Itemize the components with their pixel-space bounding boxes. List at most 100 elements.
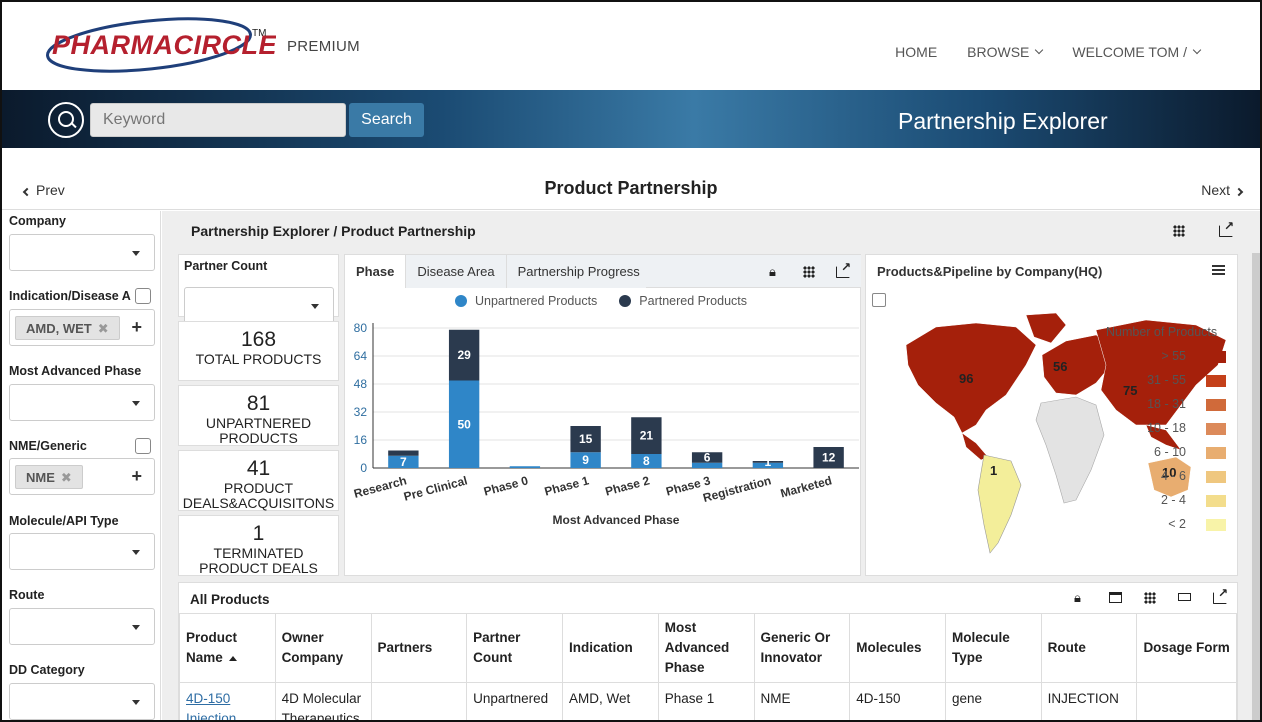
col-most-advanced-phase[interactable]: Most Advanced Phase	[657, 613, 755, 683]
kpi-terminated-label-2: PRODUCT DEALS	[199, 560, 318, 576]
company-select[interactable]	[9, 234, 155, 271]
x-tick-label: Registration	[701, 473, 772, 505]
map-legend-item[interactable]: 31 - 55	[1096, 371, 1226, 391]
bar-data-label: 1	[765, 455, 772, 469]
kpi-deals: 41 PRODUCT DEALS&ACQUISITONS	[178, 450, 339, 511]
search-button[interactable]: Search	[349, 103, 424, 137]
col-molecule-type[interactable]: Molecule Type	[944, 613, 1042, 683]
keyword-input[interactable]	[90, 103, 346, 137]
col-generic-or-innovator[interactable]: Generic Or Innovator	[753, 613, 851, 683]
route-select[interactable]	[9, 608, 155, 645]
col-partner-count[interactable]: Partner Count	[466, 613, 564, 683]
molecule-select[interactable]	[9, 533, 155, 570]
table-row: 4D-150 Injection 4D Molecular Therapeuti…	[179, 682, 1237, 722]
remove-tag-icon[interactable]: ✖	[97, 321, 109, 336]
lock-icon[interactable]: 🔒︎	[769, 264, 776, 279]
map-legend-label: 6 - 10	[1154, 445, 1186, 459]
legend-partnered[interactable]: Partnered Products	[639, 294, 747, 308]
kpi-total: 168 TOTAL PRODUCTS	[178, 321, 339, 381]
nav-home[interactable]: HOME	[895, 44, 938, 60]
kpi-terminated: 1 TERMINATED PRODUCT DEALS	[178, 515, 339, 576]
product-link[interactable]: 4D-150 Injection	[186, 691, 237, 722]
bar-unpartnered-products	[388, 455, 419, 468]
lock-icon[interactable]: 🔒︎	[1074, 590, 1081, 605]
add-icon[interactable]: +	[131, 466, 142, 486]
nav-welcome[interactable]: WELCOME TOM /	[1072, 44, 1202, 60]
tab-phase[interactable]: Phase	[345, 255, 407, 288]
map-legend-item[interactable]: 10 - 18	[1096, 419, 1226, 439]
map-legend-swatch	[1206, 375, 1226, 387]
scrollbar[interactable]	[1252, 253, 1260, 720]
grid-icon[interactable]	[803, 266, 815, 278]
products-table-card: All Products 🔒︎ Product Name Owner Compa…	[178, 582, 1238, 722]
tier-label: PREMIUM	[287, 38, 360, 55]
tab-partnership-progress[interactable]: Partnership Progress	[506, 255, 652, 288]
partner-count-select[interactable]	[184, 287, 334, 324]
world-map[interactable]: 96 56 75 1 10	[866, 285, 1237, 575]
map-legend-item[interactable]: > 55	[1096, 347, 1226, 367]
col-owner-company[interactable]: Owner Company	[274, 613, 372, 683]
nav-browse[interactable]: BROWSE	[967, 44, 1044, 60]
grid-icon[interactable]	[1173, 225, 1185, 237]
col-product-name[interactable]: Product Name	[179, 613, 276, 683]
top-bar: PHARMACIRCLE TM PREMIUM HOME BROWSE WELC…	[2, 2, 1260, 90]
share-icon[interactable]	[1219, 219, 1234, 237]
indication-checkbox[interactable]	[135, 288, 151, 304]
svg-text:PHARMACIRCLE: PHARMACIRCLE	[52, 30, 276, 60]
chevron-down-icon	[1192, 45, 1202, 55]
nav-welcome-label: WELCOME TOM /	[1072, 44, 1187, 60]
map-legend-item[interactable]: 4 - 6	[1096, 467, 1226, 487]
bar-data-label: 6	[704, 451, 711, 465]
x-tick-label: Marketed	[779, 473, 834, 500]
legend-swatch-unpartnered	[455, 295, 467, 307]
caret-down-icon	[132, 700, 140, 705]
search-icon[interactable]	[48, 102, 84, 138]
prev-link[interactable]: Prev	[22, 182, 65, 198]
map-legend: > 55 31 - 55 18 - 31 10 - 18 6 - 10 4 - 6 2 - …	[1096, 347, 1226, 531]
minimize-icon[interactable]	[1178, 593, 1191, 601]
nme-tag-input[interactable]: NME ✖ +	[9, 458, 155, 495]
remove-tag-icon[interactable]: ✖	[60, 470, 72, 485]
share-icon[interactable]	[1213, 586, 1228, 604]
phase-label: Most Advanced Phase	[9, 364, 142, 378]
map-legend-item[interactable]: < 2	[1096, 515, 1226, 535]
dd-select[interactable]	[9, 683, 155, 720]
map-legend-label: 2 - 4	[1160, 493, 1186, 507]
caret-down-icon	[132, 625, 140, 630]
map-legend-item[interactable]: 18 - 31	[1096, 395, 1226, 415]
indication-label: Indication/Disease Ar	[9, 289, 131, 303]
nme-tag: NME ✖	[15, 465, 83, 489]
pharmacircle-logo[interactable]: PHARMACIRCLE TM	[46, 14, 277, 76]
cell-owner-company: 4D Molecular Therapeutics,	[274, 682, 372, 720]
nme-label: NME/Generic	[9, 439, 87, 453]
bar-unpartnered-products	[509, 466, 541, 468]
indication-tag-input[interactable]: AMD, WET ✖ +	[9, 309, 155, 346]
share-icon[interactable]	[836, 260, 851, 278]
menu-icon[interactable]	[1212, 265, 1225, 275]
tab-disease-area[interactable]: Disease Area	[406, 255, 507, 288]
col-indication[interactable]: Indication	[562, 613, 659, 683]
kpi-deals-label-2: DEALS&ACQUISITONS	[182, 495, 335, 511]
col-route[interactable]: Route	[1040, 613, 1138, 683]
col-label: Product Name	[186, 630, 238, 665]
filter-sidebar: Company Indication/Disease Ar AMD, WET ✖ …	[2, 211, 161, 720]
map-legend-item[interactable]: 2 - 4	[1096, 491, 1226, 511]
col-partners[interactable]: Partners	[370, 613, 468, 683]
bar-partnered-products	[631, 417, 662, 454]
col-dosage-form[interactable]: Dosage Form	[1136, 613, 1237, 683]
next-label: Next	[1201, 182, 1230, 198]
kpi-deals-value: 41	[246, 457, 271, 480]
col-molecules[interactable]: Molecules	[849, 613, 946, 683]
cell-phase: Phase 1	[657, 682, 755, 720]
grid-icon[interactable]	[1144, 592, 1156, 604]
x-tick-label: Research	[352, 473, 408, 501]
add-icon[interactable]: +	[131, 317, 142, 337]
map-legend-item[interactable]: 6 - 10	[1096, 443, 1226, 463]
columns-icon[interactable]	[1109, 592, 1122, 603]
phase-select[interactable]	[9, 384, 155, 421]
legend-unpartnered[interactable]: Unpartnered Products	[475, 294, 598, 308]
x-axis-title: Most Advanced Phase	[553, 513, 680, 527]
next-link[interactable]: Next	[1201, 182, 1244, 198]
signpost-icon[interactable]	[872, 293, 886, 307]
nme-checkbox[interactable]	[135, 438, 151, 454]
